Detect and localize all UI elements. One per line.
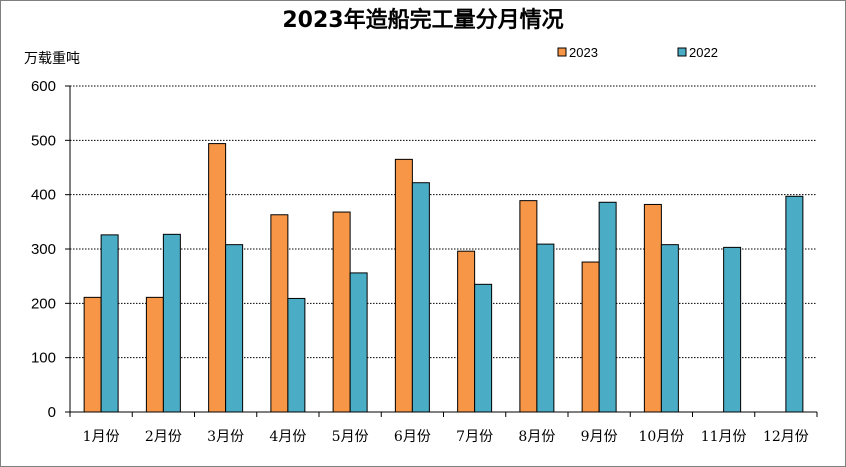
x-tick-label-7月份: 7月份 — [456, 429, 493, 445]
bar-2022-4月份 — [287, 297, 306, 413]
bar-2022-9月份 — [598, 201, 617, 413]
bar-2023-10月份 — [643, 203, 662, 413]
y-axis-unit-label: 万载重吨 — [24, 51, 80, 67]
x-tick-label-9月份: 9月份 — [581, 429, 618, 445]
y-tick-label-400: 400 — [31, 187, 56, 204]
bar-2023-8月份 — [519, 200, 538, 413]
bar-2023-4月份 — [270, 214, 289, 413]
x-tick-label-6月份: 6月份 — [394, 429, 431, 445]
bar-2023-6月份 — [394, 158, 413, 413]
bar-2022-7月份 — [474, 283, 493, 413]
legend-label-2022: 2022 — [689, 45, 718, 60]
legend-swatch-2022 — [677, 47, 687, 57]
x-tick-label-8月份: 8月份 — [518, 429, 555, 445]
bar-2022-8月份 — [536, 243, 555, 413]
bar-2023-2月份 — [145, 296, 164, 413]
y-tick-label-100: 100 — [31, 350, 56, 367]
y-tick-label-0: 0 — [48, 404, 56, 421]
bars — [83, 143, 804, 413]
bar-2022-5月份 — [349, 272, 368, 413]
bar-2023-1月份 — [83, 296, 102, 413]
x-tick-label-4月份: 4月份 — [269, 429, 306, 445]
y-tick-label-500: 500 — [31, 132, 56, 149]
x-axis-ticks: 1月份 2月份 3月份 4月份 5月份 6月份 7月份 8月份 9月份 10月份 11月份 12月份 — [69, 412, 818, 445]
bar-2023-3月份 — [208, 143, 227, 413]
x-tick-label-5月份: 5月份 — [332, 429, 369, 445]
legend-label-2023: 2023 — [569, 45, 598, 60]
bar-2022-2月份 — [162, 233, 181, 413]
y-tick-label-600: 600 — [31, 78, 56, 95]
x-tick-label-1月份: 1月份 — [83, 429, 120, 445]
y-axis-ticks: 0 100 200 300 400 500 600 — [31, 78, 70, 421]
x-tick-label-11月份: 11月份 — [701, 429, 747, 445]
bar-2022-11月份 — [723, 246, 742, 413]
x-tick-label-3月份: 3月份 — [207, 429, 244, 445]
bar-2023-9月份 — [581, 261, 600, 413]
bar-2023-5月份 — [332, 211, 351, 413]
gridlines — [70, 85, 817, 359]
legend-swatch-2023 — [557, 47, 567, 57]
y-tick-label-300: 300 — [31, 241, 56, 258]
chart-title: 2023年造船完工量分月情况 — [282, 7, 563, 33]
bar-2022-3月份 — [225, 244, 244, 413]
x-tick-label-10月份: 10月份 — [638, 429, 684, 445]
x-tick-label-2月份: 2月份 — [145, 429, 182, 445]
legend: 2023 2022 — [557, 45, 718, 60]
bar-2023-7月份 — [457, 250, 476, 413]
y-tick-label-200: 200 — [31, 295, 56, 312]
bar-2022-12月份 — [785, 195, 804, 413]
bar-2022-10月份 — [660, 244, 679, 413]
x-tick-label-12月份: 12月份 — [763, 429, 809, 445]
bar-2022-6月份 — [411, 182, 430, 413]
bar-2022-1月份 — [100, 234, 119, 413]
